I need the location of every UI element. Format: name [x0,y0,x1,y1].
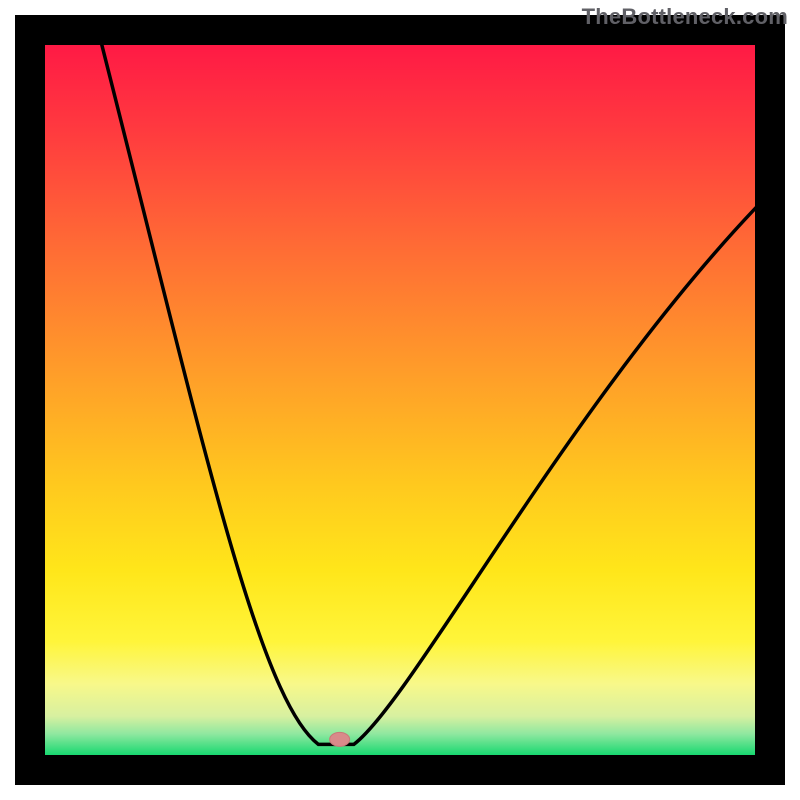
gradient-fill [45,45,755,755]
chart-container: TheBottleneck.com [0,0,800,800]
bottleneck-chart [0,0,800,800]
watermark-label: TheBottleneck.com [582,4,788,30]
optimum-marker [330,732,350,746]
